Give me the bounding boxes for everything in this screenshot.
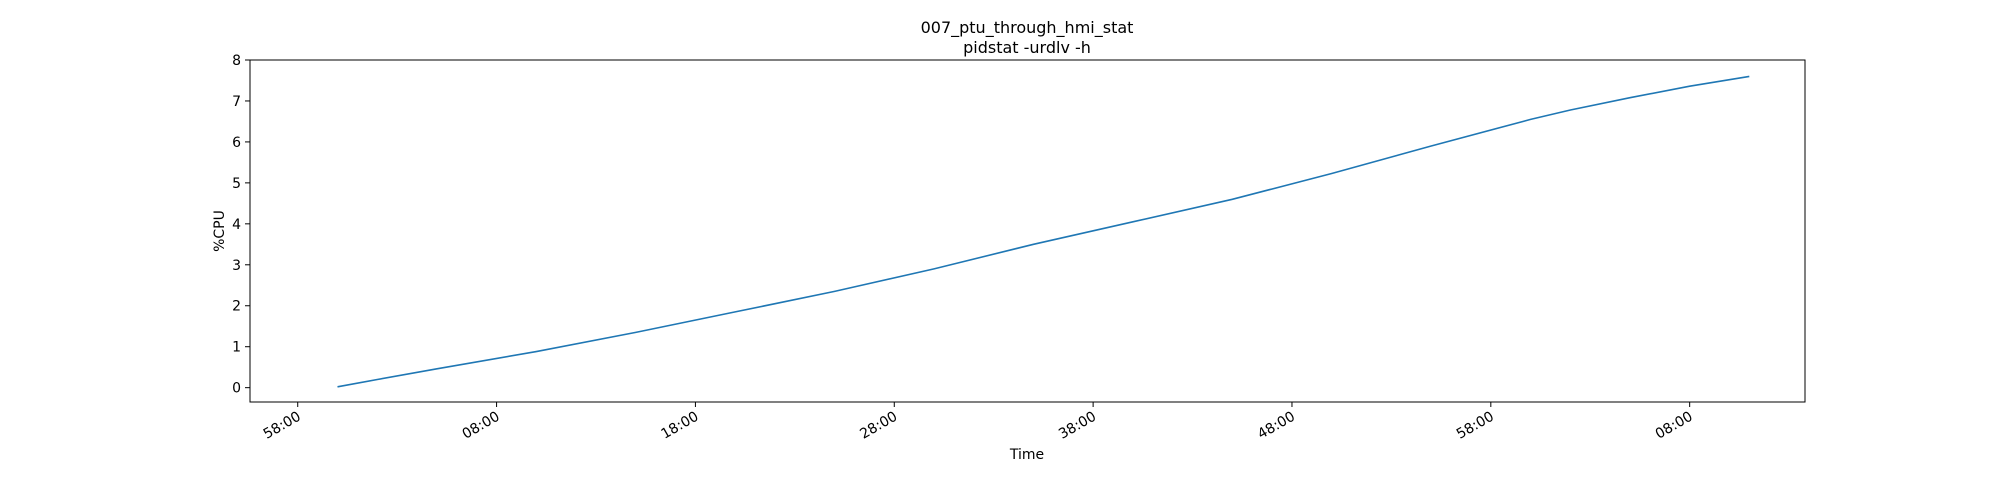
y-axis-ticks: 0 1 2 3 4 5 6 7 8 [232, 53, 250, 397]
x-tick-label: 58:00 [261, 409, 304, 443]
x-tick-label: 58:00 [1454, 409, 1497, 443]
chart-subtitle: pidstat -urdlv -h [963, 38, 1091, 57]
y-tick-label: 8 [232, 53, 241, 69]
x-tick-label: 08:00 [460, 409, 503, 443]
x-tick-label: 48:00 [1255, 409, 1298, 443]
series-line-cpu [337, 75, 1750, 388]
y-tick-label: 7 [232, 94, 241, 110]
y-tick-label: 1 [232, 340, 241, 356]
x-tick-label: 08:00 [1653, 409, 1696, 443]
x-tick-label: 18:00 [658, 409, 701, 443]
x-tick-label: 38:00 [1056, 409, 1099, 443]
y-tick-label: 4 [232, 217, 241, 233]
y-tick-label: 2 [232, 299, 241, 315]
x-axis-ticks: 58:00 08:00 18:00 28:00 38:00 48:00 58:00 08:00 [261, 402, 1696, 443]
chart-title: 007_ptu_through_hmi_stat [921, 18, 1134, 38]
y-tick-label: 6 [232, 135, 241, 151]
y-tick-label: 3 [232, 258, 241, 274]
plot-frame [249, 59, 1806, 403]
y-axis-label: %CPU [212, 210, 228, 252]
y-tick-label: 5 [232, 176, 241, 192]
x-axis-label: Time [1009, 447, 1044, 463]
x-tick-label: 28:00 [857, 409, 900, 443]
y-tick-label: 0 [232, 381, 241, 397]
